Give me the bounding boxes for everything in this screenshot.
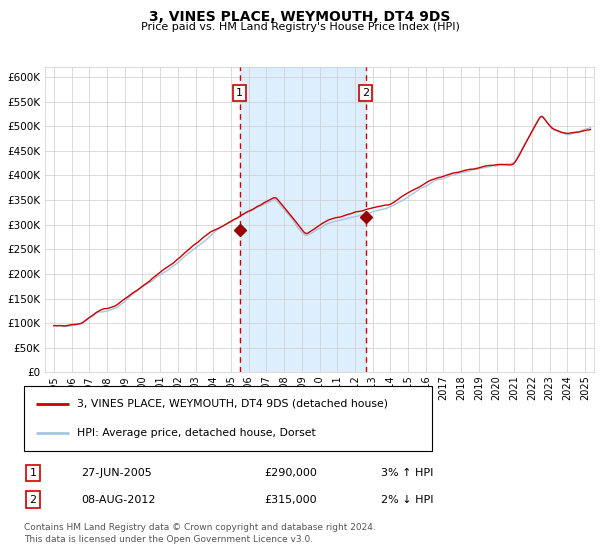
- Text: 1: 1: [29, 468, 37, 478]
- Text: 1: 1: [236, 88, 243, 98]
- Bar: [239, 67, 365, 372]
- Text: £315,000: £315,000: [264, 494, 317, 505]
- Text: HPI: Average price, detached house, Dorset: HPI: Average price, detached house, Dors…: [77, 428, 316, 438]
- Text: 3, VINES PLACE, WEYMOUTH, DT4 9DS (detached house): 3, VINES PLACE, WEYMOUTH, DT4 9DS (detac…: [77, 399, 388, 409]
- FancyBboxPatch shape: [24, 386, 432, 451]
- Text: 3% ↑ HPI: 3% ↑ HPI: [381, 468, 433, 478]
- Text: 2% ↓ HPI: 2% ↓ HPI: [381, 494, 433, 505]
- Text: £290,000: £290,000: [264, 468, 317, 478]
- Text: Price paid vs. HM Land Registry's House Price Index (HPI): Price paid vs. HM Land Registry's House …: [140, 22, 460, 32]
- Text: Contains HM Land Registry data © Crown copyright and database right 2024.
This d: Contains HM Land Registry data © Crown c…: [24, 522, 376, 544]
- Text: 27-JUN-2005: 27-JUN-2005: [81, 468, 152, 478]
- Text: 2: 2: [362, 88, 369, 98]
- Text: 08-AUG-2012: 08-AUG-2012: [81, 494, 155, 505]
- Text: 2: 2: [29, 494, 37, 505]
- Text: 3, VINES PLACE, WEYMOUTH, DT4 9DS: 3, VINES PLACE, WEYMOUTH, DT4 9DS: [149, 10, 451, 24]
